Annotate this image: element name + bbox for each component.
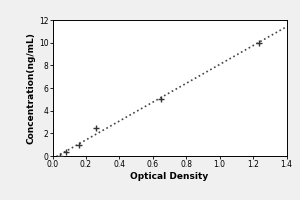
- Y-axis label: Concentration(ng/mL): Concentration(ng/mL): [27, 32, 36, 144]
- X-axis label: Optical Density: Optical Density: [130, 172, 208, 181]
